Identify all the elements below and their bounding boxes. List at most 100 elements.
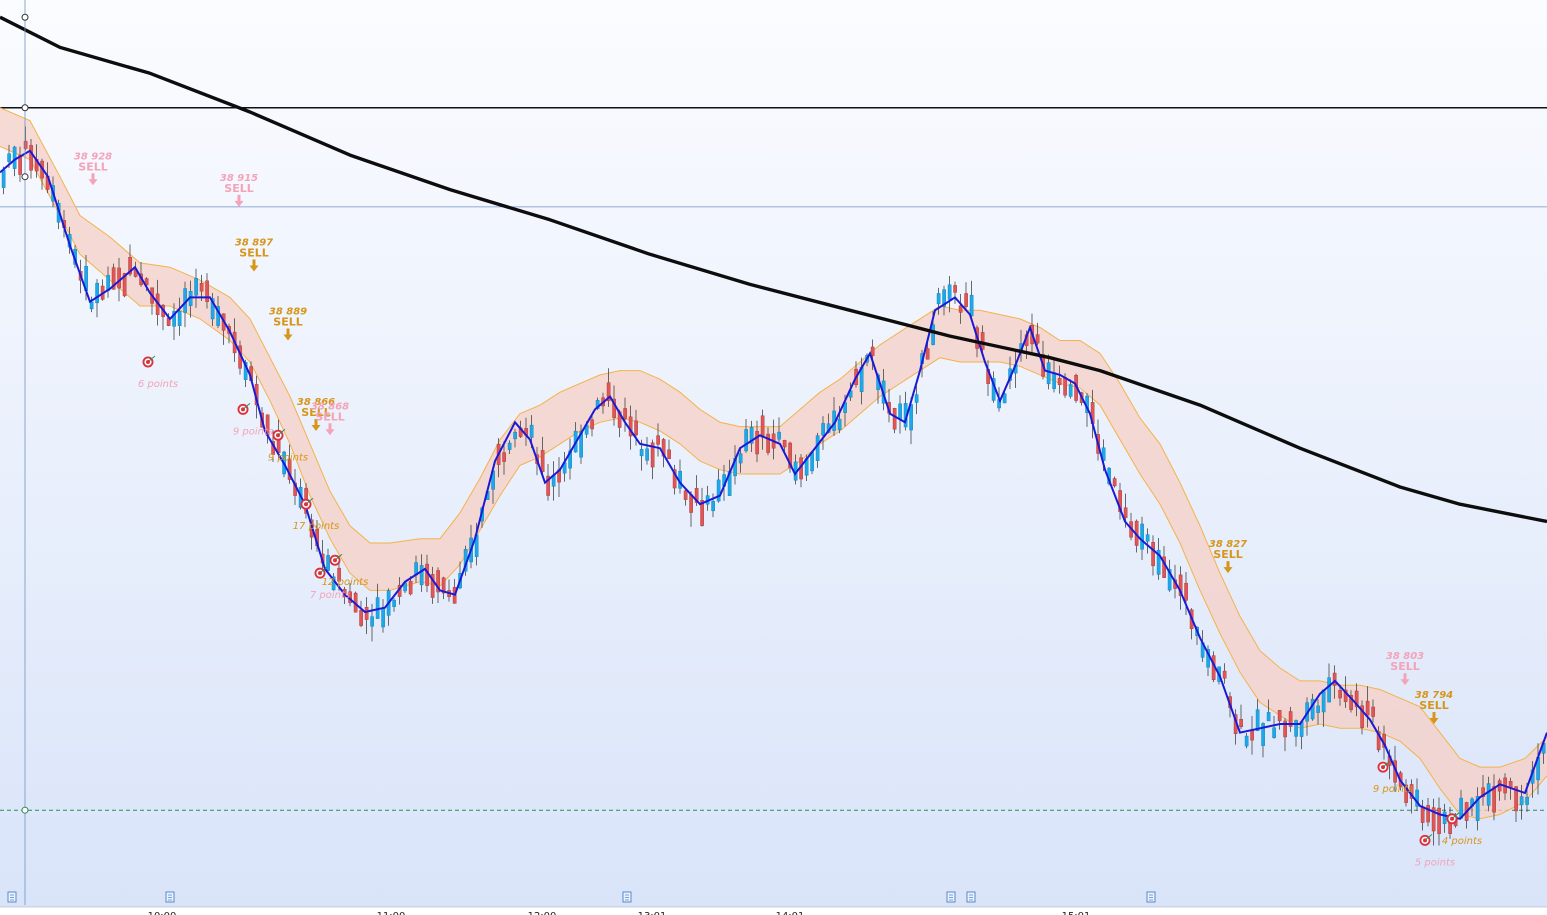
candle-body <box>782 440 787 448</box>
candle-body <box>953 285 957 293</box>
candle-body <box>1486 783 1491 806</box>
slow-moving-average <box>0 15 1547 524</box>
candle-body <box>749 426 754 444</box>
candle <box>23 126 28 151</box>
candle-body <box>1 170 6 188</box>
target-dart <box>148 355 156 362</box>
candle-body <box>1283 720 1287 738</box>
band-fill <box>0 107 1547 819</box>
target-icon <box>142 355 156 368</box>
signal-price: 38 928 <box>74 151 112 162</box>
candle <box>513 428 517 448</box>
x-tick-label: 15:01 <box>1062 911 1091 915</box>
candle-body <box>694 488 699 503</box>
target-icon <box>329 553 343 566</box>
candle <box>744 419 748 453</box>
candle-body <box>1035 334 1040 344</box>
crosshair-cursor[interactable] <box>21 0 29 905</box>
candle <box>969 280 974 318</box>
candle <box>1184 572 1188 616</box>
candle-body <box>546 475 550 496</box>
event-doc-icon <box>1146 891 1156 903</box>
candle <box>441 576 446 600</box>
candle <box>683 488 688 506</box>
candle-body <box>766 433 770 453</box>
candle-body <box>1184 582 1188 601</box>
target-dart <box>243 403 251 409</box>
target-dart <box>1425 833 1433 840</box>
candle <box>1156 538 1161 580</box>
candle-body <box>1349 695 1353 710</box>
candle-body <box>1365 700 1370 716</box>
candle-body <box>359 610 363 626</box>
target: 5 points <box>1415 833 1455 868</box>
signal-word: SELL <box>1390 660 1419 673</box>
x-tick-label: 12:00 <box>528 911 557 915</box>
candle-body <box>1481 787 1485 797</box>
candle <box>1239 704 1243 730</box>
down-arrow-icon <box>1223 561 1233 574</box>
down-arrow-icon <box>311 418 321 431</box>
target: 9 points <box>233 403 273 437</box>
target-points: 9 points <box>233 426 273 437</box>
candle-body <box>1239 719 1243 728</box>
target-points: 12 points <box>322 577 369 588</box>
profit-targets: 6 points 9 points 9 points 17 points 12 poin… <box>138 355 1482 868</box>
candle-body <box>612 398 616 418</box>
candle <box>738 449 743 473</box>
candle <box>1514 786 1518 822</box>
candle <box>606 368 611 407</box>
doc-icon-frame <box>622 891 632 903</box>
candle <box>1371 699 1375 723</box>
candle-body <box>1002 393 1007 404</box>
candle <box>1349 690 1353 713</box>
fast-moving-average <box>0 149 1547 820</box>
candle-body <box>716 479 721 502</box>
x-tick-label: 13:01 <box>638 911 667 915</box>
candle <box>623 397 627 432</box>
candle <box>546 463 550 501</box>
candle-body <box>1321 689 1326 713</box>
candle <box>667 439 671 460</box>
candle-body <box>95 282 99 304</box>
candle <box>1222 663 1227 684</box>
candle-body <box>419 565 424 586</box>
candle <box>210 292 215 327</box>
candle-body <box>810 452 814 472</box>
candle <box>810 452 814 475</box>
candle-body <box>1222 670 1227 679</box>
candle-body <box>1277 709 1282 722</box>
candle <box>964 282 968 311</box>
signal-price: 38 803 <box>1386 651 1424 662</box>
candle <box>177 297 182 336</box>
target: 9 points <box>1373 760 1413 795</box>
candle-body <box>430 574 435 598</box>
doc-icon-frame <box>165 891 175 903</box>
target: 6 points <box>138 355 178 390</box>
signal-price: 38 866 <box>297 397 335 408</box>
candle <box>1338 684 1342 706</box>
candle-body <box>958 305 963 313</box>
candle <box>1118 482 1122 520</box>
candle <box>590 415 594 437</box>
candle-body <box>1250 729 1254 741</box>
candle-body <box>650 442 655 468</box>
candle-body <box>117 267 121 289</box>
candle-body <box>1415 789 1419 807</box>
candle <box>1492 774 1496 821</box>
candle-body <box>194 278 198 296</box>
candle <box>18 146 22 182</box>
candle <box>436 567 440 603</box>
cursor-anchor-dot <box>21 806 29 814</box>
cursor-anchor-dot <box>21 104 29 112</box>
candle-body <box>1492 786 1496 813</box>
fast-ma-line <box>0 149 1547 820</box>
candle-body <box>914 394 919 403</box>
candle-body <box>513 431 517 440</box>
target: 7 points <box>310 566 350 601</box>
